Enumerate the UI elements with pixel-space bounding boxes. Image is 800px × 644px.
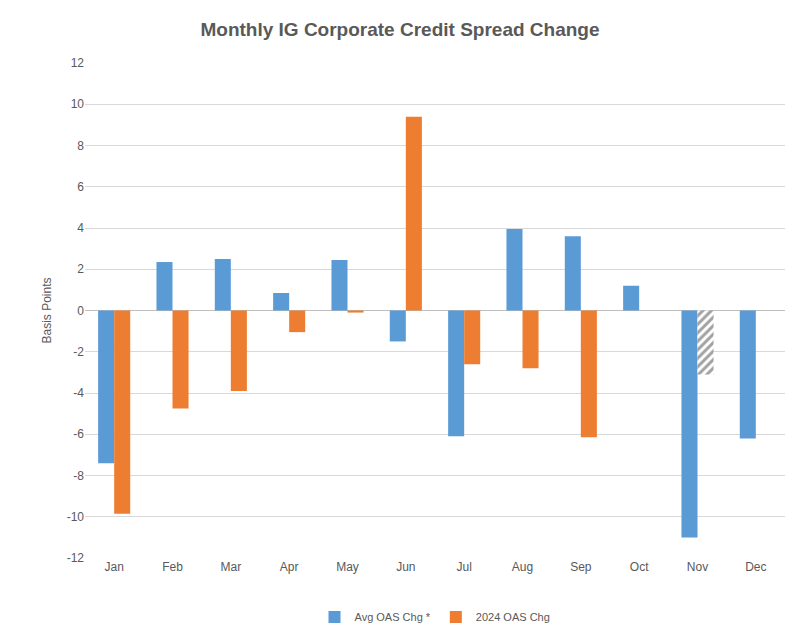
svg-text:Jan: Jan <box>104 560 123 574</box>
svg-text:10: 10 <box>71 97 85 111</box>
svg-text:0: 0 <box>77 304 84 318</box>
svg-text:2024 OAS Chg: 2024 OAS Chg <box>476 611 550 623</box>
svg-text:Jul: Jul <box>456 560 471 574</box>
svg-text:Oct: Oct <box>630 560 649 574</box>
svg-text:Sep: Sep <box>570 560 592 574</box>
svg-text:Basis Points: Basis Points <box>40 277 54 343</box>
svg-text:-12: -12 <box>67 551 85 565</box>
svg-text:6: 6 <box>77 180 84 194</box>
svg-text:Avg OAS Chg *: Avg OAS Chg * <box>355 611 431 623</box>
svg-text:-2: -2 <box>73 345 84 359</box>
svg-text:Apr: Apr <box>280 560 299 574</box>
svg-text:12: 12 <box>71 56 85 70</box>
svg-text:Aug: Aug <box>512 560 533 574</box>
svg-text:2: 2 <box>77 262 84 276</box>
svg-text:Feb: Feb <box>162 560 183 574</box>
svg-text:-6: -6 <box>73 427 84 441</box>
svg-text:Dec: Dec <box>745 560 766 574</box>
svg-text:8: 8 <box>77 139 84 153</box>
svg-text:Jun: Jun <box>396 560 415 574</box>
svg-text:Mar: Mar <box>220 560 241 574</box>
svg-text:-8: -8 <box>73 469 84 483</box>
svg-text:-4: -4 <box>73 386 84 400</box>
svg-text:4: 4 <box>77 221 84 235</box>
svg-text:-10: -10 <box>67 510 85 524</box>
svg-text:Nov: Nov <box>687 560 708 574</box>
svg-text:Monthly IG Corporate Credit Sp: Monthly IG Corporate Credit Spread Chang… <box>200 19 599 40</box>
svg-text:May: May <box>336 560 359 574</box>
